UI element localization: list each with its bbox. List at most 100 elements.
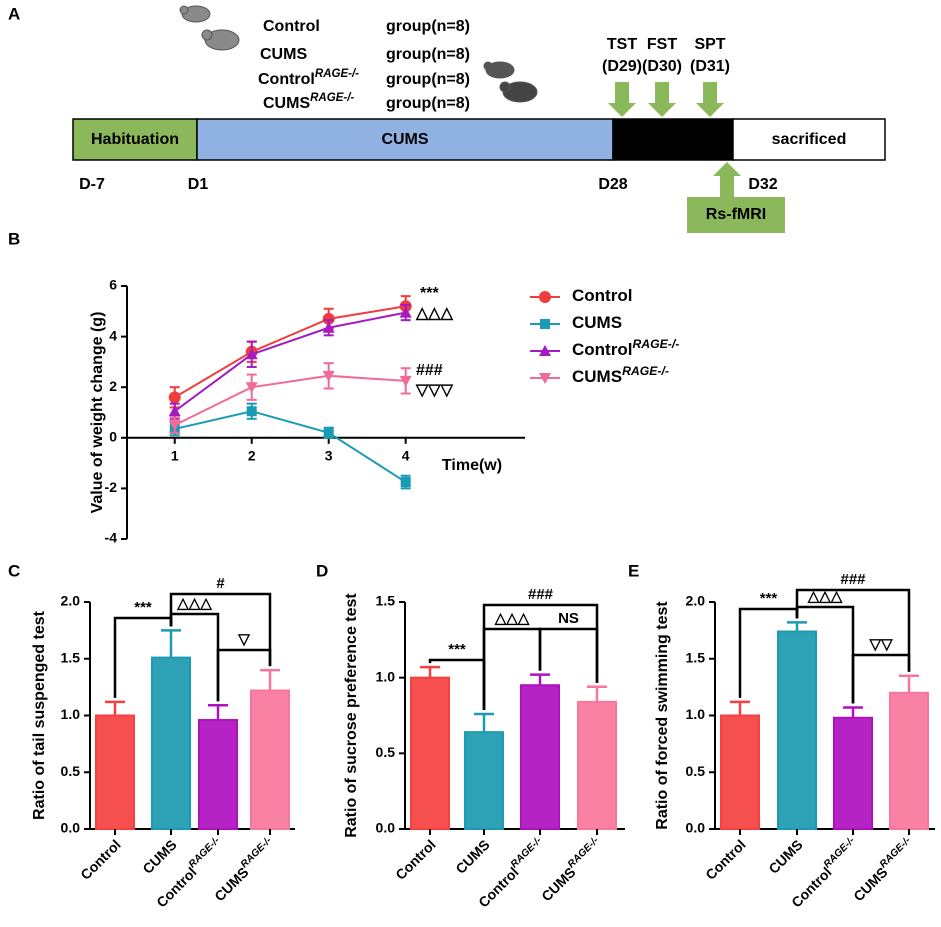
point: [168, 391, 181, 404]
timeline-segment: [72, 118, 198, 161]
text-part: RAGE-/-: [239, 835, 275, 871]
error-bar: [260, 668, 280, 691]
segment-label: Habituation: [91, 131, 179, 148]
day-label: D28: [598, 176, 627, 193]
significance-bracket: [538, 627, 599, 683]
significance-label: △△△: [176, 595, 212, 612]
point: [245, 382, 258, 394]
timeline-segment: [732, 118, 886, 161]
test-name: SPT: [694, 36, 725, 53]
error-bar: [530, 673, 550, 686]
timeline-segment: [612, 118, 734, 161]
significance-bracket: [169, 592, 272, 667]
text-part: CUMS: [572, 367, 622, 386]
group-name: ControlRAGE-/-: [258, 68, 359, 88]
significance-label: △△△: [807, 588, 843, 605]
bar: [95, 714, 135, 830]
test-name: TST: [607, 36, 637, 53]
point: [245, 348, 258, 360]
arrow: [713, 162, 741, 197]
text-part: RAGE-/-: [315, 68, 359, 80]
significance-label: △△△: [494, 610, 530, 627]
bar: [889, 691, 929, 830]
error-bar: [474, 712, 494, 733]
legend-label: Control: [572, 286, 632, 305]
point: [322, 312, 335, 325]
text-part: Control: [475, 864, 522, 911]
test-name: FST: [647, 36, 677, 53]
point: [399, 375, 412, 387]
y-tick-label: -4: [105, 530, 118, 546]
y-tick-label: 1.0: [61, 706, 81, 722]
day-label: D-7: [79, 176, 105, 193]
group-size: group(n=8): [386, 46, 470, 63]
y-tick-label: 0.5: [61, 763, 81, 779]
point: [322, 321, 335, 333]
arrow: [696, 82, 724, 117]
mouse-icon: [179, 5, 538, 103]
text-part: RAGE-/-: [878, 835, 914, 871]
y-tick-label: 0.5: [686, 763, 706, 779]
day-label: D32: [748, 176, 777, 193]
bar: [250, 689, 290, 831]
x-tick-label: CUMSRAGE-/-: [536, 835, 606, 905]
point: [323, 427, 334, 438]
y-axis-label: Ratio of forced swimming test: [654, 601, 671, 830]
annotation: ▽▽▽: [415, 382, 454, 399]
series-line: [174, 305, 406, 399]
significance-label: #: [216, 575, 225, 592]
significance-label: ###: [528, 586, 554, 603]
series-line: [174, 410, 407, 483]
legend-label: CUMS: [572, 313, 622, 332]
y-tick-label: 6: [109, 277, 117, 293]
scan-label: Rs-fMRI: [706, 206, 766, 223]
text-part: Control: [258, 71, 315, 88]
significance-label: ###: [840, 571, 866, 588]
group-name: CUMSRAGE-/-: [263, 92, 354, 112]
y-tick-label: 2.0: [61, 593, 81, 609]
panel-label: A: [8, 4, 20, 23]
legend-marker: [540, 319, 550, 329]
x-tick-label: CUMS: [139, 836, 179, 876]
bar: [198, 719, 238, 830]
y-tick-label: 1.5: [686, 649, 706, 665]
arrow: [648, 82, 676, 117]
bar: [464, 731, 504, 830]
y-axis-label: Ratio of tail suspenged test: [31, 610, 48, 820]
legend-marker: [539, 345, 551, 356]
x-tick-label: CUMS: [452, 836, 492, 876]
y-tick-label: 0.5: [376, 744, 396, 760]
x-tick-label: Control: [77, 836, 124, 883]
y-axis-label: Value of weight change (g): [89, 312, 106, 514]
text-part: Control: [153, 864, 200, 911]
text-part: Control: [788, 864, 835, 911]
legend-label: ControlRAGE-/-: [572, 337, 679, 359]
scan-box: [687, 197, 785, 233]
y-tick-label: 1.5: [61, 649, 81, 665]
bar: [520, 684, 560, 830]
legend-marker: [539, 291, 551, 303]
text-part: RAGE-/-: [622, 364, 669, 378]
y-tick-label: 2.0: [686, 593, 706, 609]
test-day: (D30): [642, 58, 682, 75]
x-tick-label: Control: [392, 836, 439, 883]
text-part: Control: [572, 286, 632, 305]
text-part: Control: [263, 18, 320, 35]
day-label: D1: [188, 176, 209, 193]
y-axis-label: Ratio of sucrose preference test: [343, 593, 360, 838]
group-size: group(n=8): [386, 95, 470, 112]
y-tick-label: 2: [109, 378, 117, 394]
group-size: group(n=8): [386, 18, 470, 35]
point: [168, 420, 181, 432]
annotation: ***: [420, 285, 439, 302]
text-part: RAGE-/-: [509, 835, 545, 871]
x-axis-label: Time(w): [442, 457, 502, 474]
y-tick-label: -2: [105, 479, 118, 495]
error-bar: [843, 706, 863, 718]
test-day: (D29): [602, 58, 642, 75]
error-bar: [730, 700, 750, 716]
x-tick-label: CUMSRAGE-/-: [209, 835, 279, 905]
segment-label: sacrificed: [772, 131, 847, 148]
x-tick-label: CUMSRAGE-/-: [848, 835, 918, 905]
error-bar: [208, 704, 228, 721]
